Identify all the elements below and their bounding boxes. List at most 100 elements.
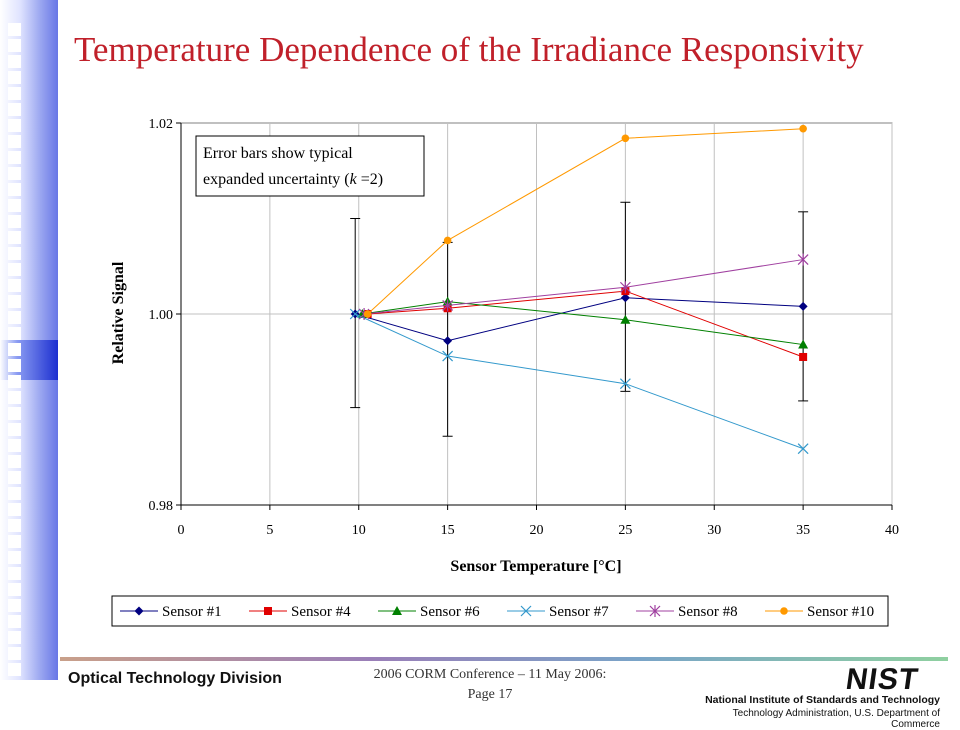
sidebar-square: [8, 503, 21, 516]
legend-label: Sensor #4: [291, 604, 351, 620]
footer-division: Optical Technology Division: [68, 670, 282, 687]
sidebar-square: [8, 23, 21, 36]
annotation-box: Error bars show typical expanded uncerta…: [195, 135, 425, 197]
footer-page-number: Page 17: [467, 687, 513, 702]
x-tick-label: 15: [441, 523, 455, 538]
slide-title: Temperature Dependence of the Irradiance…: [74, 30, 864, 69]
legend-marker: [134, 606, 144, 616]
sidebar-square: [8, 583, 21, 596]
data-point: [799, 124, 807, 133]
sidebar-square: [8, 535, 21, 548]
x-tick-label: 5: [266, 523, 273, 538]
x-tick-label: 10: [352, 523, 366, 538]
data-point: [442, 299, 454, 312]
legend-marker: [780, 607, 788, 615]
sidebar-square: [8, 55, 21, 68]
series-line: [364, 259, 804, 315]
legend-marker: [392, 606, 402, 615]
sidebar-square: [8, 439, 21, 452]
series-line: [367, 290, 804, 358]
sidebar-square: [8, 231, 21, 244]
sidebar-square: [8, 599, 21, 612]
sidebar-square: [8, 375, 21, 388]
legend: Sensor #1 Sensor #4 Sensor #6 Sensor #7 Sens…: [111, 595, 889, 627]
sidebar-square: [8, 423, 21, 436]
legend-item: Sensor #6: [378, 604, 480, 620]
data-point: [363, 310, 372, 318]
annotation-line1: Error bars show typical: [203, 145, 353, 162]
sidebar-square: [8, 663, 21, 676]
legend-marker: [264, 607, 272, 615]
data-point: [442, 350, 454, 362]
annotation-frame: [195, 135, 425, 197]
series-line: [362, 301, 804, 346]
sidebar-square: [8, 327, 21, 340]
sidebar-square: [8, 295, 21, 308]
x-axis-title: Sensor Temperature [°C]: [450, 558, 621, 575]
legend-label: Sensor #7: [549, 604, 609, 620]
annotation-line2-italic: k: [350, 171, 358, 188]
legend-item: Sensor #4: [249, 604, 351, 620]
legend-frame: [111, 595, 889, 627]
footer-conference-line1: 2006 CORM Conference – 11 May 2006:: [373, 667, 607, 682]
sidebar-square: [8, 103, 21, 116]
annotation-line2-suffix: =2): [357, 171, 383, 188]
sidebar-square: [8, 455, 21, 468]
data-point: [443, 236, 452, 245]
series-line: [367, 128, 804, 315]
sidebar-square: [8, 391, 21, 404]
sidebar-square: [8, 519, 21, 532]
sidebar-square: [8, 215, 21, 228]
annotation-line2-prefix: expanded uncertainty (: [203, 171, 350, 188]
x-ticks: 0 5 10 15 20 25 30 35 40: [178, 505, 899, 538]
sidebar-square: [8, 407, 21, 420]
org-name: National Institute of Standards and Tech…: [705, 694, 940, 706]
sidebar-square: [8, 247, 21, 260]
data-point: [620, 314, 631, 324]
sidebar-square: [8, 71, 21, 84]
y-tick-label: 1.00: [149, 308, 174, 323]
sidebar-square: [8, 151, 21, 164]
y-tick-label: 1.02: [149, 117, 174, 132]
legend-label: Sensor #6: [420, 604, 480, 620]
series-sensor-7: [349, 308, 809, 455]
nist-logo: NIST: [843, 663, 921, 696]
sidebar-square: [8, 39, 21, 52]
x-tick-label: 35: [796, 523, 810, 538]
x-tick-label: 30: [707, 523, 721, 538]
sidebar-square: [8, 343, 21, 356]
y-tick-label: 0.98: [149, 499, 174, 514]
legend-marker: [520, 605, 532, 617]
legend-label: Sensor #8: [678, 604, 738, 620]
x-tick-label: 0: [178, 523, 185, 538]
data-point: [798, 339, 809, 349]
data-point: [797, 443, 809, 455]
data-point: [797, 253, 809, 266]
legend-items: Sensor #1 Sensor #4 Sensor #6 Sensor #7 Sens…: [120, 604, 874, 620]
sidebar-square: [8, 567, 21, 580]
x-tick-label: 20: [530, 523, 544, 538]
series-line: [354, 313, 804, 450]
sidebar-square: [8, 199, 21, 212]
data-point: [443, 336, 453, 346]
data-point: [619, 281, 631, 294]
sidebar-square: [8, 471, 21, 484]
series-group: [349, 124, 809, 455]
footer-conference: 2006 CORM Conference – 11 May 2006: Page…: [300, 665, 680, 705]
sidebar-square: [8, 167, 21, 180]
sidebar-square: [8, 615, 21, 628]
data-point: [619, 378, 631, 390]
data-point: [349, 308, 361, 320]
sidebar-square: [8, 551, 21, 564]
sidebar-square: [8, 87, 21, 100]
chart: 0.98 1.00 1.02 0 5 10 15 20 25 30 35 40 Error bars…: [110, 117, 899, 627]
legend-item: Sensor #8: [636, 604, 738, 620]
sidebar-square: [8, 311, 21, 324]
x-tick-label: 25: [618, 523, 632, 538]
legend-item: Sensor #1: [120, 604, 222, 620]
sidebar-square: [8, 647, 21, 660]
series-sensor-10: [363, 124, 807, 318]
data-point: [798, 301, 808, 311]
legend-label: Sensor #10: [807, 604, 874, 620]
y-axis-title: Relative Signal: [110, 261, 127, 364]
